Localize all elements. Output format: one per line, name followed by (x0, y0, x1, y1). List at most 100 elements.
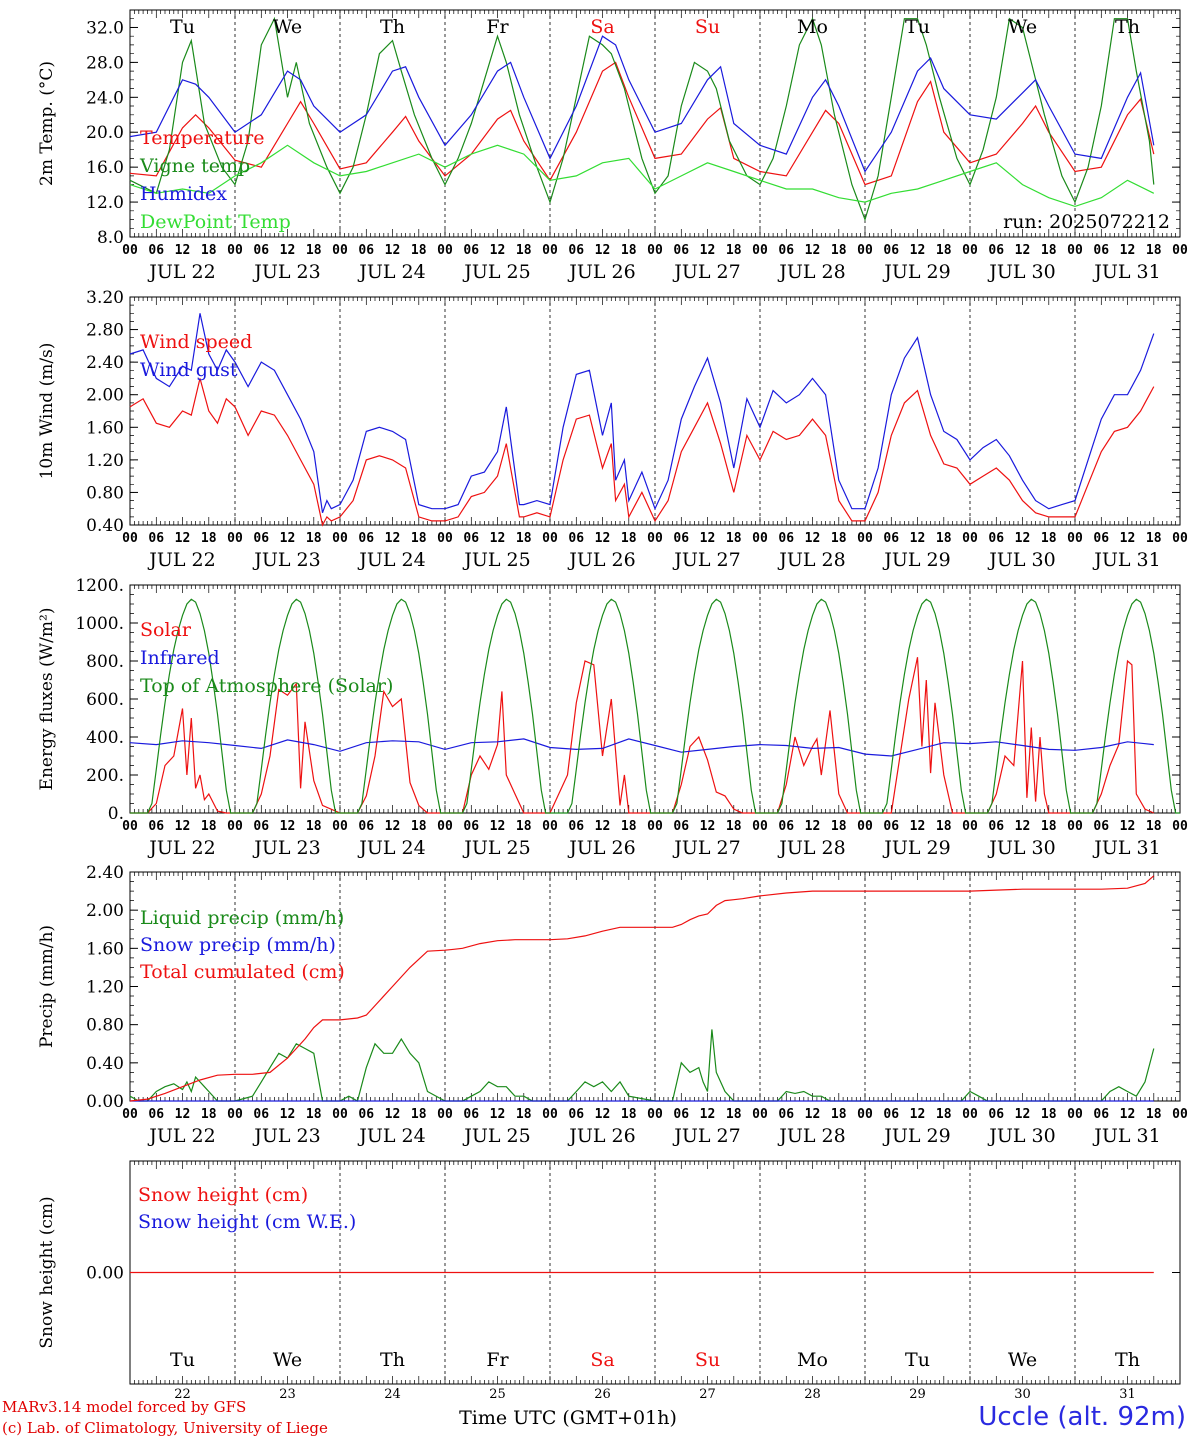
panel-2: 0.40 0.80 1.20 1.60 2.00 2.40 2.80 3.20 10m Wind… (37, 288, 1188, 571)
y-tick-label: 400. (86, 728, 124, 748)
date-label: JUL 28 (777, 549, 845, 571)
hour-label: 06 (148, 531, 164, 546)
weekday-label: We (1008, 16, 1037, 38)
panel-4: 0.00 0.40 0.80 1.20 1.60 2.00 2.40 Precip (mm/h… (37, 863, 1188, 1147)
y-tick-label: 24.0 (86, 88, 124, 108)
legend-entry: Vigne temp (139, 155, 250, 177)
hour-label: 12 (1015, 243, 1031, 258)
date-label: JUL 24 (357, 549, 425, 571)
hour-label: 06 (253, 243, 269, 258)
hour-label: 12 (1120, 1107, 1136, 1122)
legend-entry: Temperature (140, 127, 264, 149)
date-label: JUL 30 (987, 1125, 1055, 1147)
hour-label: 06 (568, 243, 584, 258)
date-label: JUL 22 (147, 837, 215, 859)
hour-label: 12 (910, 531, 926, 546)
hour-label: 12 (805, 243, 821, 258)
y-tick-label: 28.0 (86, 53, 124, 73)
date-label: JUL 23 (252, 549, 320, 571)
weekday-label: We (273, 1349, 302, 1371)
hour-label: 00 (122, 819, 138, 834)
hour-label: 06 (148, 1107, 164, 1122)
series-line-vigne-temp (129, 16, 1155, 222)
date-label: JUL 26 (567, 1125, 635, 1147)
date-label: JUL 26 (567, 261, 635, 283)
date-label: JUL 26 (567, 549, 635, 571)
y-tick-label: 32.0 (86, 18, 124, 38)
hour-label: 00 (227, 819, 243, 834)
hour-label: 12 (280, 243, 296, 258)
date-label: JUL 30 (987, 837, 1055, 859)
hour-label: 06 (358, 1107, 374, 1122)
hour-label: 18 (1041, 1107, 1057, 1122)
site-label: Uccle (alt. 92m) (978, 1402, 1186, 1432)
hour-label: 06 (673, 243, 689, 258)
hour-label: 00 (1067, 531, 1083, 546)
hour-label: 00 (437, 243, 453, 258)
day-number: 28 (804, 1387, 821, 1402)
hour-label: 00 (962, 1107, 978, 1122)
hour-label: 06 (1093, 1107, 1109, 1122)
date-label: JUL 27 (672, 261, 740, 283)
hour-label: 00 (647, 531, 663, 546)
series-line-infrared (129, 738, 1154, 757)
hour-label: 00 (647, 819, 663, 834)
weekday-label: We (1008, 1349, 1037, 1371)
legend-entry: Wind speed (140, 331, 252, 353)
day-number: 30 (1014, 1387, 1031, 1402)
hour-label: 00 (122, 243, 138, 258)
hour-label: 12 (490, 531, 506, 546)
series-line-temperature (129, 61, 1155, 186)
panel-1: 8.0 12.0 16.0 20.0 24.0 28.0 32.0 2m Temp. (°C)… (37, 9, 1188, 283)
date-label: JUL 29 (882, 549, 950, 571)
hour-label: 12 (175, 819, 191, 834)
hour-label: 12 (490, 1107, 506, 1122)
y-tick-label: 1.20 (86, 978, 124, 998)
hour-label: 12 (1120, 819, 1136, 834)
legend-entry: Snow height (cm) (138, 1184, 308, 1206)
run-label: run: 2025072212 (1003, 211, 1170, 233)
hour-label: 12 (805, 531, 821, 546)
hour-label: 18 (411, 1107, 427, 1122)
hour-label: 18 (306, 531, 322, 546)
hour-label: 12 (700, 1107, 716, 1122)
hour-label: 18 (411, 531, 427, 546)
y-axis-title: 10m Wind (m/s) (37, 343, 57, 480)
day-number: 29 (909, 1387, 926, 1402)
series-line-solar (130, 657, 1155, 814)
hour-label: 00 (647, 243, 663, 258)
weekday-label: Tu (170, 1349, 195, 1371)
hour-label: 06 (568, 1107, 584, 1122)
hour-label: 18 (936, 1107, 952, 1122)
hour-label: 06 (148, 819, 164, 834)
hour-label: 06 (463, 243, 479, 258)
y-minor-ticks (130, 296, 1180, 526)
y-tick-label: 800. (86, 652, 124, 672)
x-ticks (129, 1161, 1181, 1384)
x-ticks (129, 872, 1181, 1101)
y-tick-label: 0.00 (86, 1264, 124, 1284)
hour-label: 00 (1172, 531, 1188, 546)
hour-label: 12 (385, 819, 401, 834)
y-axis-title: 2m Temp. (°C) (37, 61, 57, 186)
hour-label: 12 (700, 819, 716, 834)
hour-label: 12 (490, 819, 506, 834)
y-tick-label: 1000. (75, 614, 124, 634)
legend-entry: Wind gust (140, 359, 238, 381)
hour-label: 18 (831, 1107, 847, 1122)
date-label: JUL 27 (672, 549, 740, 571)
hour-label: 00 (1172, 1107, 1188, 1122)
series-line-liquid-precip-mm-h- (129, 1029, 1155, 1102)
y-tick-label: 600. (86, 690, 124, 710)
date-label: JUL 22 (147, 549, 215, 571)
weekday-label: Tu (905, 16, 930, 38)
hour-label: 06 (988, 531, 1004, 546)
hour-label: 06 (673, 1107, 689, 1122)
hour-label: 18 (621, 819, 637, 834)
day-number-row: 22 23 24 25 26 27 28 29 30 31 (174, 1387, 1136, 1402)
hour-label: 00 (122, 531, 138, 546)
hour-label: 06 (253, 1107, 269, 1122)
hour-label: 18 (936, 243, 952, 258)
hour-label: 00 (437, 1107, 453, 1122)
y-tick-label: 2.40 (86, 353, 124, 373)
